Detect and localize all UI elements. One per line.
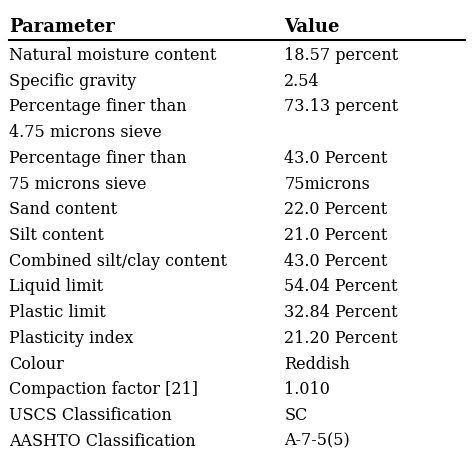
Text: AASHTO Classification: AASHTO Classification	[9, 433, 196, 450]
Text: Reddish: Reddish	[284, 356, 350, 373]
Text: USCS Classification: USCS Classification	[9, 407, 172, 424]
Text: Natural moisture content: Natural moisture content	[9, 47, 217, 64]
Text: Plasticity index: Plasticity index	[9, 330, 134, 347]
Text: Percentage finer than: Percentage finer than	[9, 150, 187, 167]
Text: 75 microns sieve: 75 microns sieve	[9, 175, 147, 192]
Text: 2.54: 2.54	[284, 73, 320, 90]
Text: Combined silt/clay content: Combined silt/clay content	[9, 253, 228, 270]
Text: Value: Value	[284, 18, 340, 36]
Text: Percentage finer than: Percentage finer than	[9, 98, 187, 115]
Text: 4.75 microns sieve: 4.75 microns sieve	[9, 124, 162, 141]
Text: 43.0 Percent: 43.0 Percent	[284, 150, 388, 167]
Text: 32.84 Percent: 32.84 Percent	[284, 304, 398, 321]
Text: 1.010: 1.010	[284, 382, 330, 399]
Text: 75microns: 75microns	[284, 175, 370, 192]
Text: 73.13 percent: 73.13 percent	[284, 98, 399, 115]
Text: 21.0 Percent: 21.0 Percent	[284, 227, 388, 244]
Text: Compaction factor [21]: Compaction factor [21]	[9, 382, 199, 399]
Text: Colour: Colour	[9, 356, 64, 373]
Text: A-7-5(5): A-7-5(5)	[284, 433, 350, 450]
Text: Parameter: Parameter	[9, 18, 115, 36]
Text: Sand content: Sand content	[9, 201, 118, 219]
Text: 43.0 Percent: 43.0 Percent	[284, 253, 388, 270]
Text: 18.57 percent: 18.57 percent	[284, 47, 399, 64]
Text: Liquid limit: Liquid limit	[9, 278, 104, 295]
Text: Specific gravity: Specific gravity	[9, 73, 137, 90]
Text: Silt content: Silt content	[9, 227, 104, 244]
Text: SC: SC	[284, 407, 308, 424]
Text: 22.0 Percent: 22.0 Percent	[284, 201, 388, 219]
Text: 54.04 Percent: 54.04 Percent	[284, 278, 398, 295]
Text: 21.20 Percent: 21.20 Percent	[284, 330, 398, 347]
Text: Plastic limit: Plastic limit	[9, 304, 106, 321]
